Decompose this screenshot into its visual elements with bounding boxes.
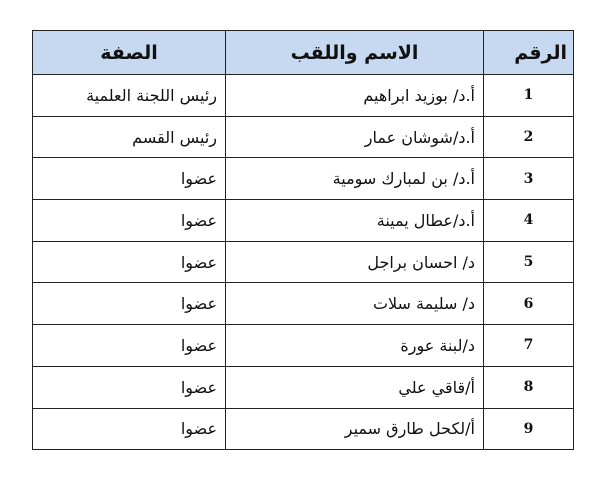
row-number: 8 — [483, 365, 574, 409]
row-name: د/ احسان براجل — [225, 240, 484, 284]
row-role: عضوا — [32, 282, 226, 326]
row-role: عضوا — [32, 407, 226, 451]
table-row: 9 أ/لكحل طارق سمير عضوا — [32, 407, 574, 451]
row-role: عضوا — [32, 157, 226, 201]
row-number: 3 — [483, 157, 574, 201]
table-row: 6 د/ سليمة سلات عضوا — [32, 282, 574, 326]
row-name: أ.د/ بن لمبارك سومية — [225, 157, 484, 201]
row-name: أ.د/ بوزيد ابراهيم — [225, 74, 484, 117]
row-name: أ.د/عطال يمينة — [225, 199, 484, 242]
row-name: أ/لكحل طارق سمير — [225, 407, 484, 451]
header-number: الرقم — [483, 30, 574, 75]
header-role: الصفة — [32, 30, 226, 75]
row-number: 5 — [483, 240, 574, 284]
row-role: رئيس القسم — [32, 115, 226, 159]
row-role: عضوا — [32, 240, 226, 284]
row-role: عضوا — [32, 199, 226, 242]
row-name: د/لبنة عورة — [225, 324, 484, 367]
row-name: د/ سليمة سلات — [225, 282, 484, 326]
row-role: رئيس اللجنة العلمية — [32, 74, 226, 117]
row-role: عضوا — [32, 324, 226, 367]
header-row: الرقم الاسم واللقب الصفة — [32, 30, 574, 75]
row-number: 7 — [483, 324, 574, 367]
table-row: 7 د/لبنة عورة عضوا — [32, 324, 574, 367]
row-number: 1 — [483, 74, 574, 117]
row-number: 4 — [483, 199, 574, 242]
table-row: 3 أ.د/ بن لمبارك سومية عضوا — [32, 157, 574, 201]
row-role: عضوا — [32, 365, 226, 409]
row-number: 2 — [483, 115, 574, 159]
committee-table: الرقم الاسم واللقب الصفة 1 أ.د/ بوزيد ابر… — [32, 30, 574, 451]
row-number: 9 — [483, 407, 574, 451]
table-row: 2 أ.د/شوشان عمار رئيس القسم — [32, 115, 574, 159]
table-row: 8 أ/قاقي علي عضوا — [32, 365, 574, 409]
header-name: الاسم واللقب — [225, 30, 484, 75]
row-number: 6 — [483, 282, 574, 326]
row-name: أ/قاقي علي — [225, 365, 484, 409]
table-row: 4 أ.د/عطال يمينة عضوا — [32, 199, 574, 242]
table-row: 5 د/ احسان براجل عضوا — [32, 240, 574, 284]
row-name: أ.د/شوشان عمار — [225, 115, 484, 159]
table-row: 1 أ.د/ بوزيد ابراهيم رئيس اللجنة العلمية — [32, 74, 574, 117]
